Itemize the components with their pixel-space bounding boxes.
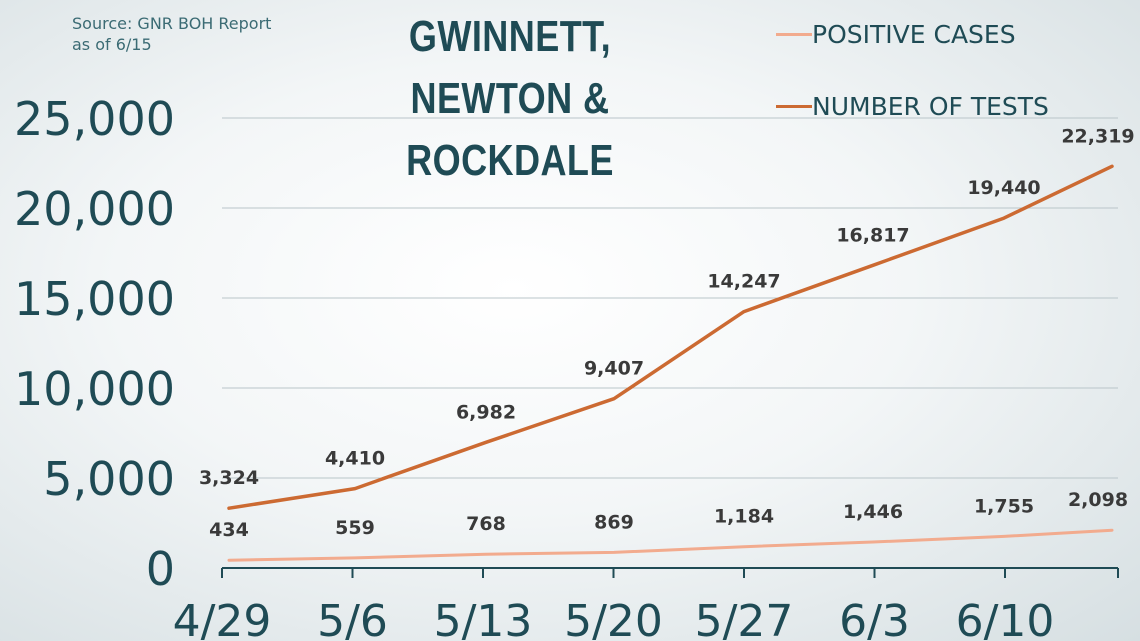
data-label-number-of-tests: 22,319 [1061,125,1134,147]
source-line-2: as of 6/15 [72,35,152,54]
source-line-1: Source: GNR BOH Report [72,14,272,33]
legend-swatch-positive-cases [776,32,812,36]
y-tick-label: 25,000 [14,92,175,146]
x-tick-label: 5/27 [695,596,794,641]
data-label-positive-cases: 2,098 [1068,489,1128,511]
chart-legend: POSITIVE CASES NUMBER OF TESTS [776,14,1049,158]
data-label-number-of-tests: 14,247 [707,271,780,293]
y-tick-label: 10,000 [14,362,175,416]
data-label-number-of-tests: 16,817 [836,224,909,246]
y-tick-label: 15,000 [14,272,175,326]
legend-item-number-of-tests: NUMBER OF TESTS [776,86,1049,126]
x-tick-label: 6/10 [956,596,1055,641]
source-note: Source: GNR BOH Report as of 6/15 [72,13,271,55]
y-tick-label: 0 [146,542,175,596]
data-label-number-of-tests: 9,407 [584,358,644,380]
y-tick-label: 20,000 [14,182,175,236]
series-line-positive-cases [227,528,1114,562]
data-label-positive-cases: 559 [335,517,375,539]
data-label-number-of-tests: 4,410 [325,448,385,470]
data-label-positive-cases: 768 [466,513,506,535]
data-label-positive-cases: 869 [594,511,634,533]
x-tick-label: 5/13 [434,596,533,641]
data-label-positive-cases: 434 [209,519,249,541]
chart-title-line-2: ROCKDALE [406,136,614,185]
chart-title-line-1: GWINNETT, NEWTON & [408,12,612,123]
data-label-positive-cases: 1,446 [843,501,903,523]
y-tick-label: 5,000 [43,452,175,506]
x-tick-label: 5/20 [564,596,663,641]
x-tick-label: 4/29 [173,596,272,641]
data-label-number-of-tests: 6,982 [456,401,516,423]
x-tick-label: 6/3 [839,596,910,641]
legend-swatch-number-of-tests [776,104,812,108]
legend-item-positive-cases: POSITIVE CASES [776,14,1049,54]
legend-label-positive-cases: POSITIVE CASES [812,19,1016,49]
series-line-number-of-tests [227,164,1114,510]
data-label-positive-cases: 1,755 [974,495,1034,517]
legend-label-number-of-tests: NUMBER OF TESTS [812,91,1049,121]
data-label-number-of-tests: 3,324 [199,467,259,489]
data-label-number-of-tests: 19,440 [967,177,1040,199]
data-label-positive-cases: 1,184 [714,506,774,528]
chart-title: GWINNETT, NEWTON & ROCKDALE [330,6,691,192]
x-tick-label: 5/6 [317,596,388,641]
